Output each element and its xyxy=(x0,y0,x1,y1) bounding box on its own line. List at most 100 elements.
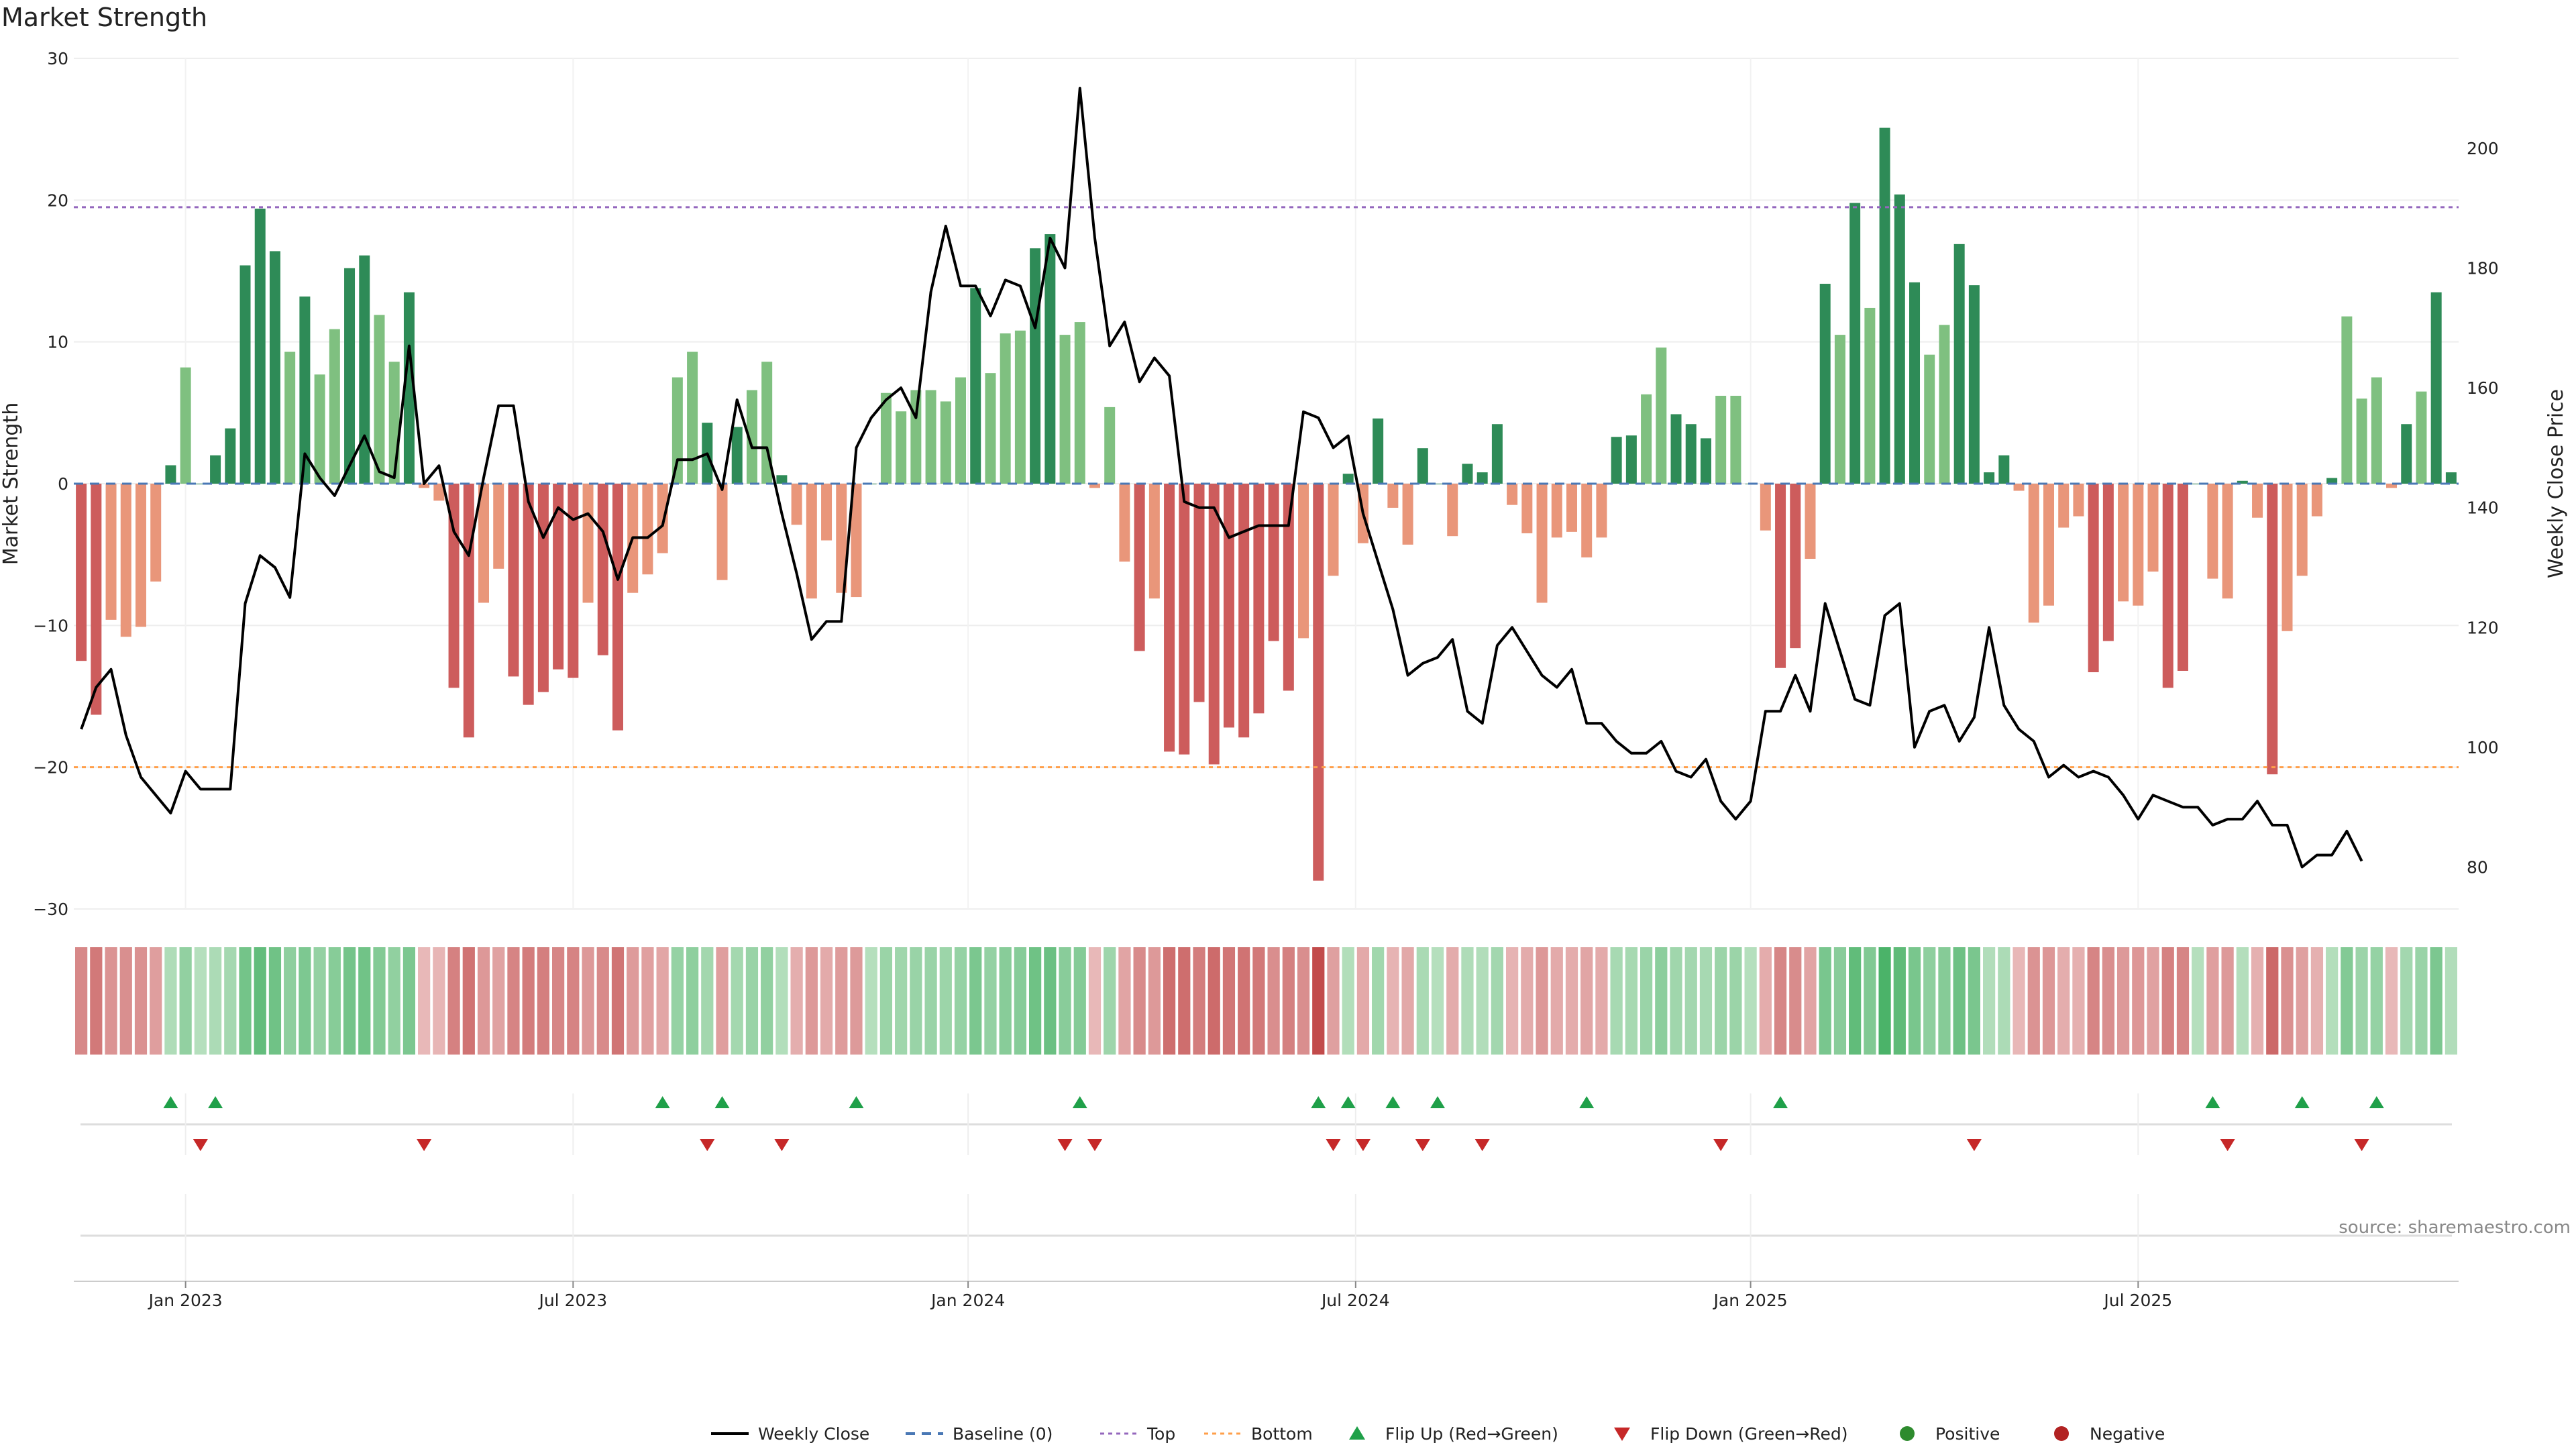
strength-bar xyxy=(1044,234,1056,484)
strength-bar xyxy=(1402,484,1413,545)
heat-cell xyxy=(268,947,282,1055)
right-axis-tick-label: 140 xyxy=(2467,498,2499,518)
heat-cell xyxy=(1222,947,1236,1055)
heat-cell xyxy=(1461,947,1474,1055)
heat-cell xyxy=(1029,947,1042,1055)
flip-up-marker xyxy=(1072,1096,1087,1108)
strength-bar xyxy=(1119,484,1130,562)
strength-bar xyxy=(1656,347,1667,484)
strength-bar xyxy=(1328,484,1339,576)
legend-item: Bottom xyxy=(1204,1424,1313,1444)
strength-bar xyxy=(91,484,102,715)
heat-cell xyxy=(552,947,565,1055)
heat-cell xyxy=(999,947,1012,1055)
heat-cell xyxy=(522,947,535,1055)
heat-cell xyxy=(761,947,773,1055)
weekly-close-line xyxy=(80,87,2363,869)
heat-cell xyxy=(1193,947,1205,1055)
heat-cell xyxy=(1282,947,1295,1055)
strength-bar xyxy=(1447,484,1458,537)
x-axis-tick-label: Jan 2025 xyxy=(1713,1291,1788,1310)
heat-cell xyxy=(1789,947,1802,1055)
strength-bar xyxy=(2207,484,2218,579)
heat-cell xyxy=(224,947,237,1055)
heat-cell xyxy=(90,947,103,1055)
heat-cell xyxy=(2057,947,2070,1055)
strength-bar xyxy=(433,484,445,501)
right-axis-tick-label: 160 xyxy=(2467,378,2499,398)
strength-bar xyxy=(2058,484,2070,528)
heat-cell xyxy=(2176,947,2190,1055)
strength-bar xyxy=(1670,414,1682,484)
strength-bar xyxy=(523,484,534,705)
strength-bar xyxy=(1760,484,1771,531)
heat-cell xyxy=(865,947,877,1055)
strength-bar xyxy=(1074,322,1085,484)
strength-bar xyxy=(359,255,370,484)
heat-cell xyxy=(1968,947,1980,1055)
flip-up-marker xyxy=(1773,1096,1788,1108)
heat-cell xyxy=(879,947,893,1055)
right-axis-title: Weekly Close Price xyxy=(2544,389,2568,578)
heat-cell xyxy=(1536,947,1548,1055)
heat-cell xyxy=(1088,947,1102,1055)
strength-bar xyxy=(880,392,892,484)
strength-bar xyxy=(985,373,996,484)
strength-bar xyxy=(1313,484,1324,881)
strength-bar xyxy=(925,390,936,484)
heat-cell xyxy=(656,947,669,1055)
strength-bar xyxy=(2102,484,2114,641)
heat-cell xyxy=(775,947,788,1055)
heat-cell xyxy=(343,947,356,1055)
heat-cell xyxy=(418,947,431,1055)
legend-label: Baseline (0) xyxy=(953,1424,1053,1444)
strength-bar xyxy=(180,367,191,484)
heat-cell xyxy=(1640,947,1653,1055)
heat-cell xyxy=(731,947,743,1055)
strength-bar xyxy=(2133,484,2144,606)
heat-cell xyxy=(1133,947,1146,1055)
heat-cell xyxy=(2161,947,2174,1055)
left-axis-title: Market Strength xyxy=(0,402,23,565)
heat-cell xyxy=(284,947,297,1055)
heat-cell xyxy=(1938,947,1951,1055)
heat-cell xyxy=(745,947,759,1055)
legend-label: Weekly Close xyxy=(758,1424,869,1444)
flip-down-marker xyxy=(1966,1139,1982,1151)
heat-cell xyxy=(1178,947,1191,1055)
x-axis-tick-label: Jan 2023 xyxy=(148,1291,223,1310)
left-axis-tick-label: 10 xyxy=(47,333,68,352)
strength-bar xyxy=(299,297,311,484)
heat-cell xyxy=(1625,947,1638,1055)
strength-bar xyxy=(761,362,773,484)
right-axis-tick-label: 200 xyxy=(2467,139,2499,158)
heat-cell xyxy=(1431,947,1444,1055)
strength-bar xyxy=(135,484,146,627)
heat-cell xyxy=(1356,947,1370,1055)
strength-bar xyxy=(2371,377,2382,484)
strength-bar xyxy=(254,209,266,484)
legend-item: Negative xyxy=(2054,1424,2165,1444)
heat-cell xyxy=(2310,947,2324,1055)
heat-cell xyxy=(1476,947,1489,1055)
heat-cell xyxy=(1238,947,1250,1055)
heat-cell xyxy=(1729,947,1742,1055)
strength-bar xyxy=(1641,394,1652,484)
strength-bar xyxy=(1685,424,1697,484)
heat-cell xyxy=(820,947,833,1055)
strength-bar xyxy=(388,362,400,484)
heat-cell xyxy=(1401,947,1414,1055)
heat-cell xyxy=(1878,947,1891,1055)
left-axis-tick-label: 20 xyxy=(47,191,68,210)
strength-bar xyxy=(1566,484,1577,532)
left-axis-tick-label: −20 xyxy=(33,758,68,777)
heat-cell xyxy=(1506,947,1519,1055)
flip-down-marker xyxy=(2354,1139,2369,1151)
strength-bar xyxy=(553,484,564,669)
strength-bar xyxy=(1909,282,1921,484)
flip-down-marker xyxy=(1355,1139,1371,1151)
heat-cell xyxy=(1774,947,1787,1055)
strength-bar xyxy=(403,292,415,484)
strength-bar xyxy=(1939,325,1950,484)
legend-label: Bottom xyxy=(1251,1424,1313,1444)
